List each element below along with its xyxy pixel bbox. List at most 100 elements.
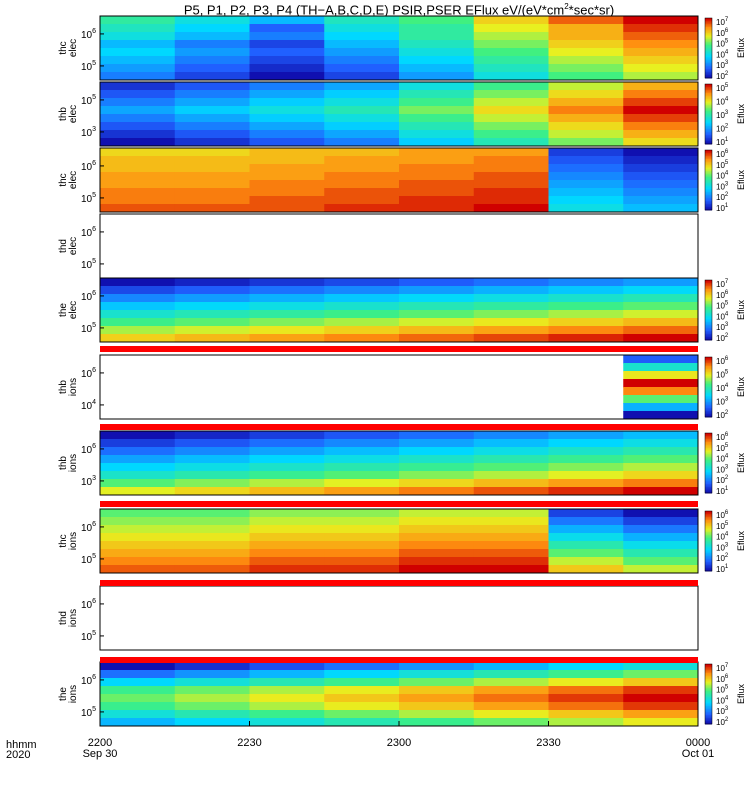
heatmap-cell xyxy=(399,487,475,496)
heatmap-cell xyxy=(623,411,699,420)
heatmap-cell xyxy=(548,318,624,327)
heatmap-cell xyxy=(399,702,475,711)
colorbar-cell xyxy=(705,449,712,452)
heatmap-cell xyxy=(399,517,475,526)
heatmap-cell xyxy=(623,694,699,703)
heatmap-cell xyxy=(249,310,325,319)
heatmap-cell xyxy=(399,318,475,327)
colorbar-cell xyxy=(705,433,712,435)
colorbar-cell xyxy=(705,722,712,725)
colorbar-cell xyxy=(705,475,712,477)
heatmap-cell xyxy=(249,479,325,488)
colorbar-label: Eflux xyxy=(736,169,746,190)
colorbar-tick: 104 xyxy=(716,383,729,393)
colorbar-cell xyxy=(705,680,712,683)
heatmap-cell xyxy=(399,148,475,157)
heatmap-cell xyxy=(100,662,176,671)
heatmap-cell xyxy=(623,122,699,131)
heatmap-cell xyxy=(174,455,250,464)
heatmap-cell xyxy=(249,702,325,711)
heatmap-cell xyxy=(174,318,250,327)
heatmap-cell xyxy=(174,204,250,213)
colorbar-cell xyxy=(705,180,712,182)
colorbar-cell xyxy=(705,698,712,701)
colorbar-cell xyxy=(705,391,712,394)
heatmap-cell xyxy=(100,180,176,189)
colorbar-cell xyxy=(705,460,712,462)
heatmap-cell xyxy=(249,525,325,534)
colorbar-cell xyxy=(705,75,712,77)
colorbar-cell xyxy=(705,280,712,282)
heatmap-cell xyxy=(324,549,400,558)
heatmap-cell xyxy=(324,310,400,319)
heatmap-cell xyxy=(623,16,699,25)
colorbar-cell xyxy=(705,335,712,338)
colorbar-cell xyxy=(705,33,712,35)
heatmap-cell xyxy=(473,471,549,480)
heatmap-cell xyxy=(324,278,400,287)
xtick-time: 2330 xyxy=(536,737,560,749)
colorbar-cell xyxy=(705,163,712,166)
colorbar-cell xyxy=(705,667,712,669)
heatmap-cell xyxy=(548,156,624,165)
heatmap-cell xyxy=(548,302,624,311)
heatmap-cell xyxy=(174,678,250,687)
colorbar-cell xyxy=(705,357,712,359)
colorbar-cell xyxy=(705,316,712,318)
colorbar-cell xyxy=(705,547,712,549)
colorbar-tick: 106 xyxy=(716,432,729,442)
heatmap-cell xyxy=(548,479,624,488)
heatmap-cell xyxy=(324,525,400,534)
colorbar-cell xyxy=(705,165,712,167)
heatmap-cell xyxy=(399,172,475,181)
heatmap-cell xyxy=(324,32,400,41)
colorbar-tick: 102 xyxy=(716,333,729,343)
heatmap-cell xyxy=(623,48,699,57)
status-bar xyxy=(100,346,698,352)
colorbar-cell xyxy=(705,331,712,333)
colorbar-cell xyxy=(705,22,712,25)
colorbar-cell xyxy=(705,106,712,109)
heatmap-cell xyxy=(473,138,549,147)
colorbar-cell xyxy=(705,195,712,197)
colorbar-cell xyxy=(705,533,712,536)
colorbar-cell xyxy=(705,399,712,401)
colorbar-cell xyxy=(705,412,712,415)
heatmap-cell xyxy=(399,326,475,335)
heatmap-cell xyxy=(100,98,176,107)
colorbar-cell xyxy=(705,457,712,459)
colorbar-cell xyxy=(705,319,712,321)
heatmap-cell xyxy=(623,678,699,687)
heatmap-cell xyxy=(249,509,325,518)
heatmap-cell xyxy=(100,130,176,139)
heatmap-cell xyxy=(623,702,699,711)
panel-ylabel: thdions xyxy=(58,609,79,627)
panel-frame xyxy=(99,430,699,496)
colorbar-cell xyxy=(705,156,712,158)
heatmap-cell xyxy=(399,718,475,727)
colorbar-cell xyxy=(705,394,712,397)
heatmap-cell xyxy=(249,64,325,73)
heatmap-cell xyxy=(473,549,549,558)
heatmap-cell xyxy=(473,82,549,91)
colorbar-cell xyxy=(705,454,712,456)
heatmap-cell xyxy=(174,487,250,496)
colorbar-cell xyxy=(705,338,712,341)
colorbar-cell xyxy=(705,189,712,191)
heatmap-cell xyxy=(623,557,699,566)
colorbar-cell xyxy=(705,181,712,184)
heatmap-cell xyxy=(324,130,400,139)
colorbar-cell xyxy=(705,692,712,695)
heatmap-cell xyxy=(623,487,699,496)
colorbar-cell xyxy=(705,39,712,41)
heatmap-cell xyxy=(548,24,624,33)
heatmap-cell xyxy=(473,670,549,679)
colorbar-cell xyxy=(705,166,712,169)
colorbar-frame xyxy=(704,510,713,572)
heatmap-cell xyxy=(174,310,250,319)
colorbar-cell xyxy=(705,409,712,412)
colorbar-frame xyxy=(704,356,713,418)
